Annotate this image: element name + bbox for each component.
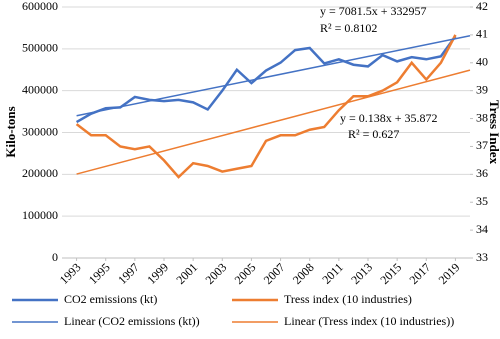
y2-tick-label: 37	[476, 138, 488, 152]
y2-axis-title: Tress Index	[487, 100, 500, 165]
y-tick-label: 300000	[22, 124, 58, 138]
x-tick-label: 1993	[57, 260, 84, 287]
y-tick-label: 200000	[22, 166, 58, 180]
annotation: y = 0.138x + 35.872	[340, 111, 438, 125]
y-tick-label: 100000	[22, 208, 58, 222]
y2-tick-label: 33	[476, 250, 488, 264]
y-tick-label: 600000	[22, 0, 58, 13]
series-line	[75, 34, 457, 179]
annotation: y = 7081.5x + 332957	[320, 4, 427, 18]
legend-label: CO2 emissions (kt)	[64, 292, 157, 306]
legend-label: Linear (Tress index (10 industries))	[284, 314, 454, 328]
trend-line	[76, 69, 471, 175]
x-tick-label: 1999	[144, 260, 171, 287]
y2-tick-label: 40	[476, 55, 488, 69]
x-tick-label: 2013	[348, 260, 375, 287]
y-axis-title: Kilo-tons	[3, 106, 18, 157]
y2-tick-label: 36	[476, 166, 488, 180]
y2-tick-label: 38	[476, 110, 488, 124]
legend-label: Linear (CO2 emissions (kt))	[64, 314, 200, 328]
x-tick-label: 2017	[406, 260, 433, 287]
annotation: R² = 0.627	[348, 127, 399, 141]
y2-tick-label: 34	[476, 222, 488, 236]
y-tick-label: 500000	[22, 41, 58, 55]
x-tick-label: 2008	[290, 260, 317, 287]
x-tick-label: 1997	[115, 260, 142, 287]
series-line	[75, 35, 457, 124]
x-tick-label: 1995	[86, 260, 113, 287]
y2-tick-label: 39	[476, 82, 488, 96]
y2-tick-label: 41	[476, 27, 488, 41]
y2-tick-label: 35	[476, 194, 488, 208]
x-tick-label: 2019	[436, 260, 463, 287]
y2-tick-label: 42	[476, 0, 488, 13]
legend-label: Tress index (10 industries)	[284, 292, 412, 306]
y-tick-label: 0	[52, 250, 58, 264]
x-tick-label: 2007	[261, 260, 288, 287]
x-tick-label: 2005	[232, 260, 259, 287]
x-tick-label: 2001	[173, 260, 200, 287]
x-tick-label: 2015	[377, 260, 404, 287]
x-tick-label: 2003	[202, 260, 229, 287]
x-tick-label: 2011	[319, 260, 346, 287]
trend-line	[76, 35, 471, 117]
y-tick-label: 400000	[22, 82, 58, 96]
annotation: R² = 0.8102	[320, 21, 377, 35]
